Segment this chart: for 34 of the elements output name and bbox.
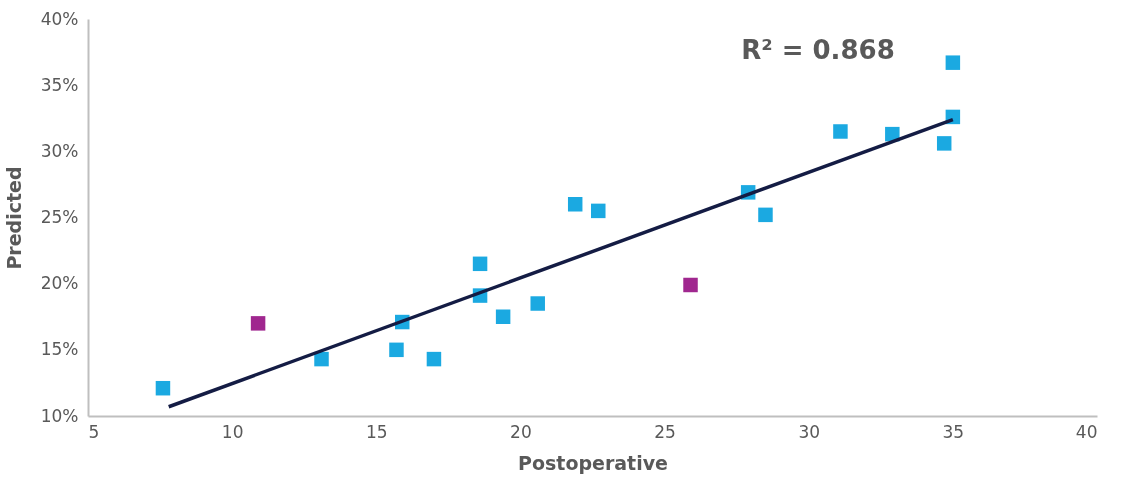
- point: [945, 55, 961, 70]
- y-tick-label: 25%: [40, 207, 79, 227]
- point: [314, 351, 329, 367]
- point: [833, 124, 848, 139]
- y-tick-label: 10%: [40, 405, 79, 426]
- y-tick-label: 15%: [40, 339, 79, 360]
- y-tick-label: 40%: [40, 8, 79, 29]
- x-axis-title: Postoperative: [518, 451, 668, 474]
- x-tick-label: 15: [365, 421, 388, 442]
- x-tick-label: 5: [88, 421, 100, 442]
- annotation: R² = 0.868: [741, 35, 895, 65]
- point: [389, 342, 404, 358]
- point: [758, 207, 773, 223]
- y-tick-label: 30%: [40, 140, 79, 161]
- y-axis-title: Predicted: [2, 166, 25, 270]
- point: [155, 380, 171, 396]
- x-tick-label: 25: [654, 421, 676, 442]
- point: [530, 296, 545, 311]
- point: [885, 126, 900, 142]
- point: [591, 203, 606, 219]
- point: [683, 277, 698, 293]
- x-tick-label: 35: [942, 421, 965, 442]
- point: [495, 309, 511, 324]
- point: [426, 351, 442, 367]
- y-tick-label: 20%: [40, 273, 79, 294]
- y-tick-label: 35%: [40, 74, 79, 95]
- point: [250, 316, 266, 331]
- point: [472, 256, 488, 272]
- x-tick-label: 30: [798, 421, 821, 442]
- x-tick-label: 20: [510, 421, 532, 442]
- point: [567, 197, 583, 212]
- point: [936, 136, 952, 151]
- x-tick-label: 10: [221, 421, 244, 442]
- x-tick-label: 40: [1075, 421, 1098, 442]
